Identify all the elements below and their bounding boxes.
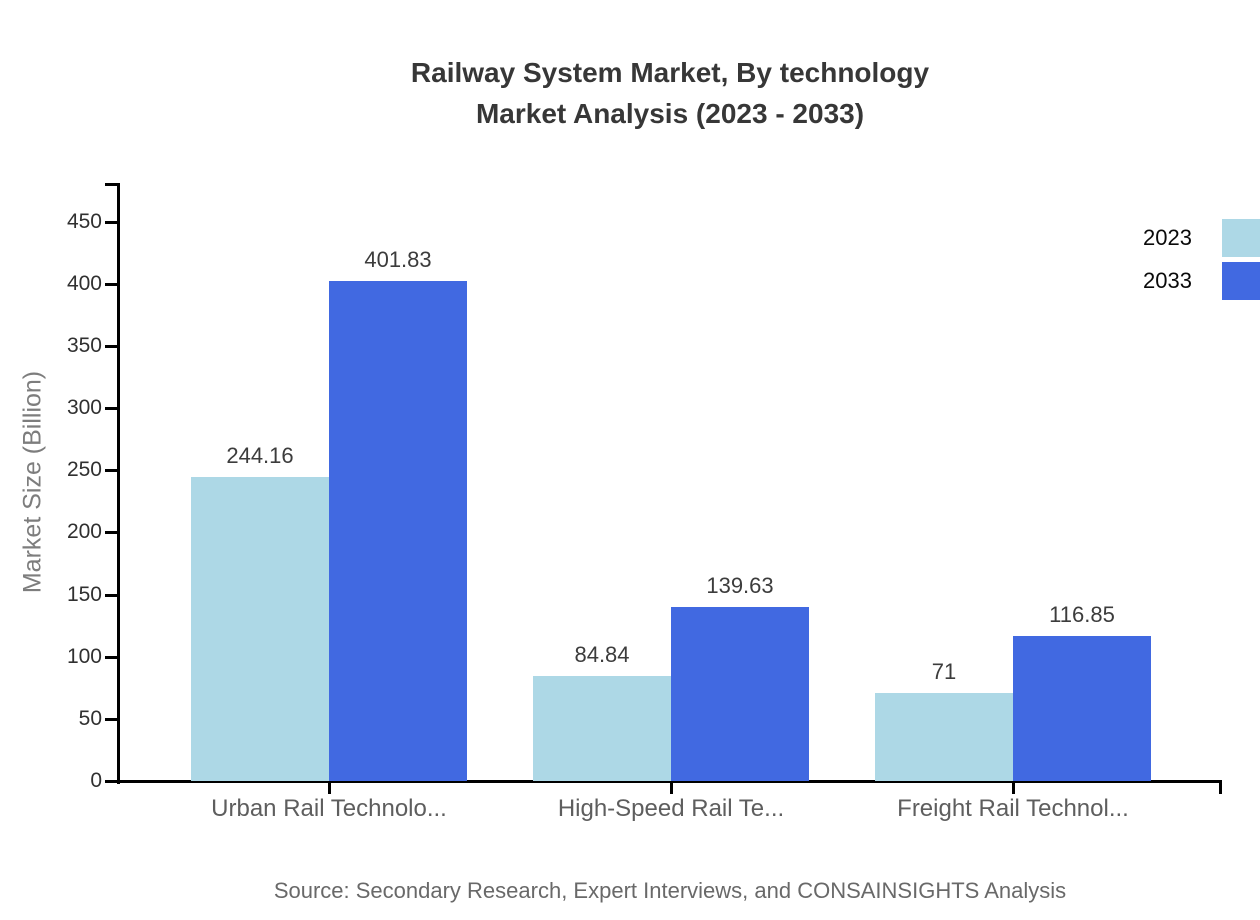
y-tick-label: 0 xyxy=(90,769,102,792)
y-axis-line xyxy=(117,183,120,784)
y-tick-label: 300 xyxy=(66,396,102,420)
bar-2023 xyxy=(875,692,1013,781)
y-tick-label: 400 xyxy=(66,271,102,295)
x-axis-line xyxy=(117,780,1222,783)
y-tick xyxy=(105,469,117,473)
y-tick xyxy=(105,717,117,721)
y-tick xyxy=(105,220,117,224)
y-tick-label: 350 xyxy=(66,333,102,357)
value-label: 244.16 xyxy=(226,443,294,469)
category-label: Freight Rail Technol... xyxy=(897,795,1129,822)
value-label: 139.63 xyxy=(706,573,774,599)
value-label: 84.84 xyxy=(574,641,630,667)
x-tick xyxy=(1012,783,1015,794)
category-label: High-Speed Rail Te... xyxy=(557,795,785,822)
chart-title: Railway System Market, By technology xyxy=(410,57,930,88)
bar-2023 xyxy=(191,477,329,781)
legend-swatch-2033 xyxy=(1222,262,1260,300)
y-tick xyxy=(105,282,117,286)
value-label: 71 xyxy=(931,658,957,684)
source-note: Source: Secondary Research, Expert Inter… xyxy=(273,878,1067,903)
y-tick-label: 150 xyxy=(66,582,102,606)
value-label: 116.85 xyxy=(1049,601,1115,627)
legend-label-2023: 2023 xyxy=(1143,225,1192,250)
bar-2033 xyxy=(671,607,809,781)
x-tick xyxy=(670,783,673,794)
legend-label-2033: 2033 xyxy=(1143,268,1192,293)
legend-swatch-2023 xyxy=(1222,219,1260,257)
y-tick xyxy=(105,593,117,597)
category-label: Urban Rail Technolo... xyxy=(211,795,447,822)
legend: 2023 2033 xyxy=(1143,219,1260,305)
y-tick xyxy=(105,344,117,348)
y-axis-end-tick xyxy=(105,183,117,186)
y-tick-label: 250 xyxy=(66,458,102,482)
x-axis-end-tick xyxy=(1219,780,1222,794)
legend-item-2023: 2023 xyxy=(1143,219,1260,257)
y-tick-label: 450 xyxy=(66,209,102,233)
bar-2033 xyxy=(329,281,467,781)
value-label: 401.83 xyxy=(364,247,432,273)
bar-2033 xyxy=(1013,635,1151,781)
y-tick xyxy=(105,780,117,783)
chart-subtitle: Market Analysis (2023 - 2033) xyxy=(475,98,865,129)
y-tick xyxy=(105,407,117,411)
y-tick-label: 200 xyxy=(66,520,102,544)
y-tick xyxy=(105,655,117,659)
y-tick xyxy=(105,531,117,535)
bar-2023 xyxy=(533,675,671,781)
x-tick xyxy=(328,783,331,794)
legend-item-2033: 2033 xyxy=(1143,262,1260,300)
y-tick-label: 100 xyxy=(66,644,102,668)
chart-title-block: Railway System Market, By technology Mar… xyxy=(80,52,1260,134)
y-tick-label: 50 xyxy=(78,706,102,730)
